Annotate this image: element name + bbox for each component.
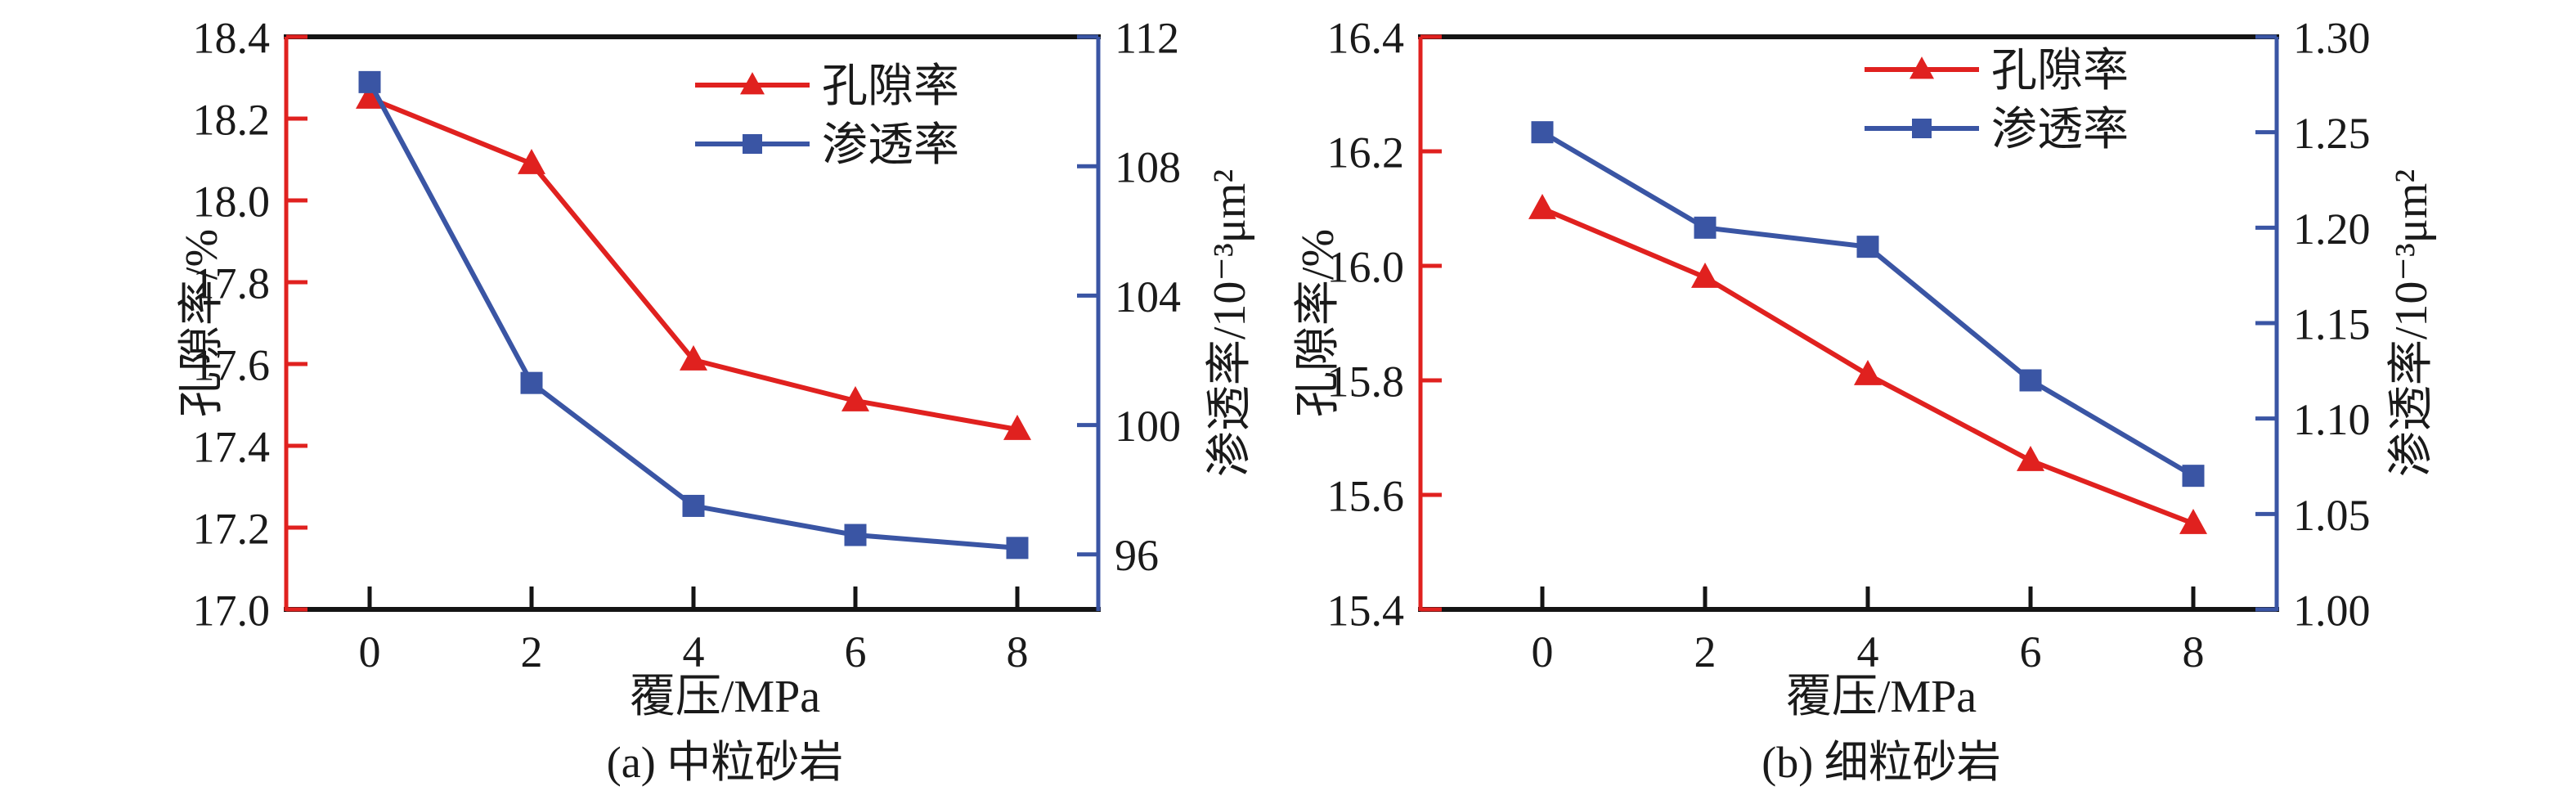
x-axis-tick-label: 0: [1532, 627, 1554, 676]
data-point-square: [1006, 537, 1029, 560]
left-axis-tick-label: 17.2: [193, 504, 271, 553]
left-axis-tick-label: 16.4: [1327, 13, 1405, 62]
data-point-triangle: [356, 83, 384, 109]
left-axis-tick-label: 17.0: [193, 586, 271, 635]
right-axis-tick-label: 1.00: [2293, 586, 2371, 635]
data-point-triangle: [1003, 414, 1031, 440]
x-axis-tick-label: 6: [2020, 627, 2042, 676]
left-axis-tick-label: 16.2: [1327, 128, 1405, 177]
data-point-square: [2019, 369, 2042, 392]
x-axis-tick-label: 2: [521, 627, 543, 676]
right-axis-title: 渗透率/10⁻³μm²: [2386, 169, 2437, 477]
x-axis-tick-label: 6: [845, 627, 867, 676]
x-axis-tick-label: 8: [2183, 627, 2205, 676]
right-axis-tick-label: 1.25: [2293, 109, 2371, 158]
right-axis-tick-label: 1.15: [2293, 299, 2371, 348]
legend-label: 孔隙率: [822, 61, 959, 112]
left-axis-title: 孔隙率/%: [177, 229, 227, 417]
data-point-square: [1531, 121, 1554, 144]
legend-label: 渗透率: [1991, 105, 2129, 155]
legend-label: 渗透率: [822, 120, 959, 171]
data-point-square: [844, 524, 867, 546]
chart-a-medium-sandstone: 18.4 18.2 18.0 17.8 17.6 17.4 17.2 17.0 112 108 10…: [177, 13, 1255, 787]
chart-b-canvas: 16.4 16.2 16.0 15.8 15.6 15.4 1.30 1.25 1.20 1.15…: [1293, 13, 2437, 787]
left-axis-tick-label: 15.8: [1327, 357, 1405, 406]
left-axis-tick-label: 17.4: [193, 422, 271, 471]
x-axis-tick-label: 4: [683, 627, 705, 676]
x-axis-tick-label: 0: [359, 627, 381, 676]
legend-triangle-icon: [1910, 56, 1934, 79]
data-point-square: [1856, 236, 1879, 258]
chart-caption: (a) 中粒砂岩: [607, 738, 843, 787]
right-axis-tick-label: 100: [1115, 402, 1181, 451]
data-point-triangle: [518, 148, 545, 174]
x-axis-tick-label: 2: [1694, 627, 1717, 676]
data-point-triangle: [1528, 193, 1556, 219]
legend-label: 孔隙率: [1991, 46, 2129, 97]
right-axis-tick-label: 1.05: [2293, 491, 2371, 540]
right-axis-tick-label: 96: [1115, 531, 1159, 580]
right-axis-title: 渗透率/10⁻³μm²: [1205, 169, 1255, 477]
right-axis-tick-label: 1.10: [2293, 395, 2371, 444]
left-axis-tick-label: 17.6: [193, 340, 271, 389]
data-point-triangle: [1854, 359, 1882, 385]
data-point-triangle: [1691, 262, 1719, 288]
data-point-triangle: [680, 344, 707, 371]
right-axis-tick-label: 104: [1115, 272, 1181, 321]
chart-caption: (b) 细粒砂岩: [1761, 738, 2000, 787]
data-point-triangle: [2179, 508, 2207, 534]
left-axis-title: 孔隙率/%: [1293, 229, 1344, 417]
chart-a-canvas: 18.4 18.2 18.0 17.8 17.6 17.4 17.2 17.0 112 108 10…: [177, 13, 1255, 787]
left-axis-tick-label: 15.6: [1327, 471, 1405, 520]
data-point-triangle: [841, 385, 869, 411]
left-axis-tick-label: 18.2: [193, 95, 271, 144]
data-point-square: [1694, 216, 1717, 239]
left-axis-tick-label: 16.0: [1327, 242, 1405, 291]
data-point-square: [2182, 465, 2205, 488]
legend-square-icon: [743, 134, 762, 154]
data-point-square: [520, 371, 543, 394]
chart-b-fine-sandstone: 16.4 16.2 16.0 15.8 15.6 15.4 1.30 1.25 1.20 1.15…: [1288, 0, 2576, 791]
left-axis-tick-label: 17.8: [193, 258, 271, 308]
series-line-permeability: [1541, 130, 2195, 479]
right-axis-tick-label: 112: [1115, 13, 1179, 62]
legend-triangle-icon: [740, 72, 765, 95]
right-axis-tick-label: 1.30: [2293, 13, 2371, 62]
left-axis-tick-label: 15.4: [1327, 586, 1405, 635]
data-point-square: [682, 494, 705, 517]
left-axis-tick-label: 18.0: [193, 177, 271, 226]
legend-square-icon: [1912, 119, 1932, 138]
right-axis-tick-label: 1.20: [2293, 204, 2371, 254]
x-axis-title: 覆压/MPa: [1786, 672, 1977, 722]
x-axis-title: 覆压/MPa: [630, 672, 820, 722]
x-axis-tick-label: 8: [1007, 627, 1029, 676]
left-axis-tick-label: 18.4: [193, 13, 271, 62]
data-point-square: [358, 70, 381, 93]
x-axis-tick-label: 4: [1857, 627, 1879, 676]
data-point-triangle: [2017, 445, 2044, 471]
right-axis-tick-label: 108: [1115, 143, 1181, 192]
